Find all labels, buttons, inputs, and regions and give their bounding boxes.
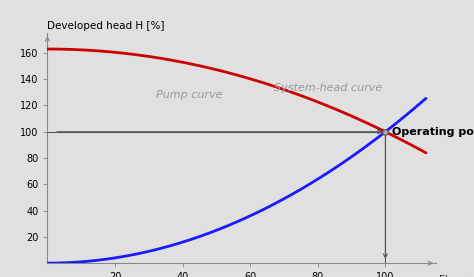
- Text: System-head curve: System-head curve: [274, 83, 382, 93]
- Text: Flow rate Q [%]: Flow rate Q [%]: [439, 274, 474, 277]
- Text: Operating point: Operating point: [392, 127, 474, 137]
- Text: Pump curve: Pump curve: [155, 90, 222, 100]
- Text: Developed head H [%]: Developed head H [%]: [47, 21, 165, 31]
